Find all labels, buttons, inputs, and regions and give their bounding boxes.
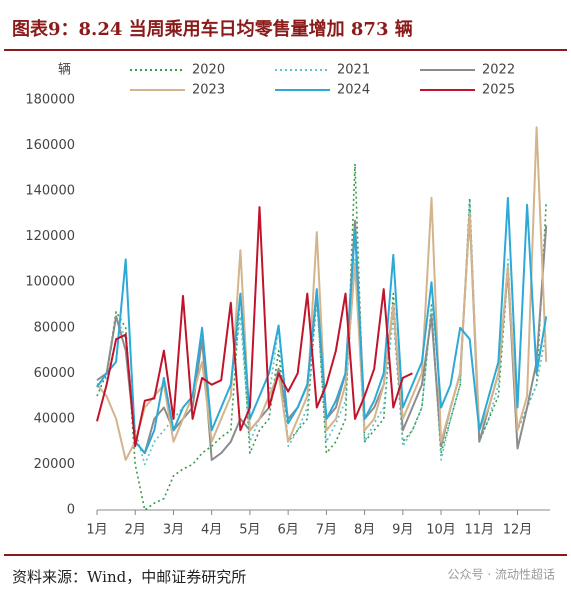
x-tick-label: 1月: [86, 523, 107, 538]
legend-label: 2022: [482, 63, 515, 78]
x-tick-label: 3月: [163, 523, 184, 538]
x-tick-label: 12月: [503, 523, 533, 538]
legend-label: 2023: [192, 83, 225, 98]
x-tick-label: 6月: [277, 523, 298, 538]
y-tick-label: 160000: [25, 138, 75, 153]
y-tick-label: 140000: [25, 184, 75, 199]
series-line: [96, 206, 413, 448]
legend-label: 2025: [482, 83, 515, 98]
y-tick-label: 60000: [34, 366, 75, 381]
y-tick-label: 100000: [25, 275, 75, 290]
chart-title: 图表9：8.24 当周乘用车日均零售量增加 873 辆: [12, 18, 413, 40]
x-tick-label: 2月: [125, 523, 146, 538]
x-tick-label: 11月: [465, 523, 495, 538]
legend-label: 2024: [337, 83, 370, 98]
watermark: 公众号 · 流动性超话: [448, 567, 555, 582]
y-tick-label: 0: [67, 503, 75, 518]
legend-label: 2021: [337, 63, 370, 78]
x-tick-label: 9月: [392, 523, 413, 538]
x-tick-label: 8月: [354, 523, 375, 538]
y-tick-label: 120000: [25, 229, 75, 244]
y-tick-label: 20000: [34, 457, 75, 472]
y-tick-label: 180000: [25, 93, 75, 108]
y-tick-label: 80000: [34, 320, 75, 335]
x-tick-label: 10月: [426, 523, 456, 538]
x-tick-label: 7月: [316, 523, 337, 538]
series-line: [96, 126, 548, 461]
y-tick-label: 40000: [34, 411, 75, 426]
x-tick-label: 5月: [239, 523, 260, 538]
legend-label: 2020: [192, 63, 225, 78]
x-tick-label: 4月: [201, 523, 222, 538]
series-line: [96, 196, 548, 455]
y-axis-label: 辆: [58, 63, 71, 78]
source: 资料来源：Wind，中邮证券研究所: [12, 568, 246, 586]
